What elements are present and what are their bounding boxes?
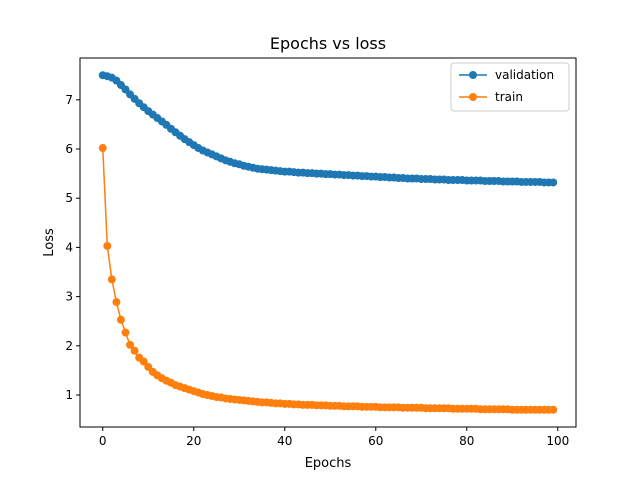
train-point	[139, 357, 148, 366]
x-tick-label: 80	[459, 434, 474, 448]
x-tick-label: 0	[99, 434, 107, 448]
legend-train-marker	[469, 93, 477, 101]
chart-title: Epochs vs loss	[270, 34, 386, 53]
train-point	[107, 275, 116, 284]
plot-area: 0 20 40 60 80 100 1 2 3 4 5 6 7	[65, 57, 577, 448]
x-axis-label: Epochs	[305, 456, 352, 471]
y-tick-label: 4	[65, 240, 73, 254]
train-point	[130, 346, 139, 355]
series-layer	[98, 71, 558, 414]
x-axis: 0 20 40 60 80 100	[99, 427, 569, 448]
train-point	[116, 315, 125, 324]
validation-point	[549, 178, 558, 187]
legend-validation-marker	[469, 71, 477, 79]
y-tick-label: 5	[65, 191, 73, 205]
legend: validation train	[450, 62, 570, 112]
legend-validation-label: validation	[495, 68, 554, 82]
y-axis-label: Loss	[42, 228, 57, 257]
train-point	[103, 241, 112, 250]
y-tick-label: 6	[65, 142, 73, 156]
train-point	[121, 328, 130, 337]
plot-frame	[79, 57, 577, 428]
train-point	[126, 340, 135, 349]
y-tick-label: 2	[65, 339, 73, 353]
y-tick-label: 1	[65, 388, 73, 402]
x-tick-label: 100	[546, 434, 569, 448]
x-tick-label: 40	[277, 434, 292, 448]
y-tick-label: 7	[65, 93, 73, 107]
train-point	[549, 405, 558, 414]
train-point	[98, 144, 107, 153]
train-point	[112, 298, 121, 307]
x-tick-label: 20	[186, 434, 201, 448]
y-axis: 1 2 3 4 5 6 7	[65, 93, 80, 402]
x-tick-label: 60	[368, 434, 383, 448]
legend-train-label: train	[495, 90, 523, 104]
y-tick-label: 3	[65, 290, 73, 304]
